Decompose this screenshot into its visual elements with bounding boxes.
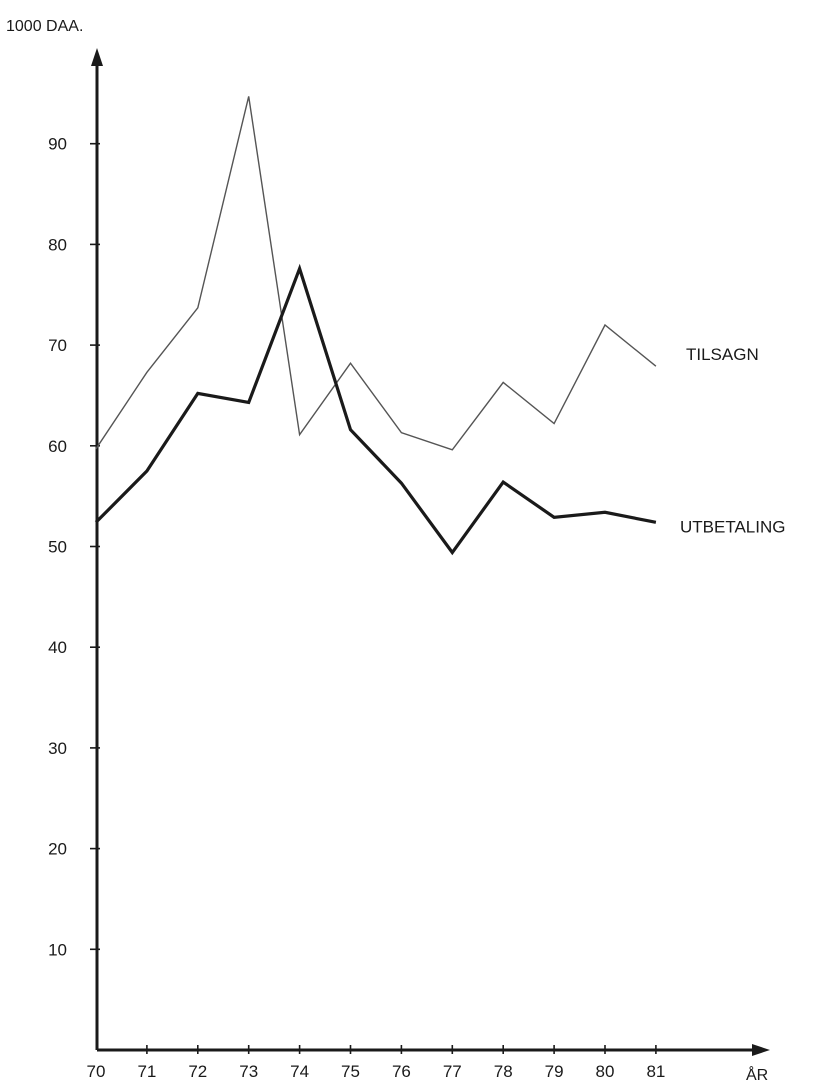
x-tick-label: 74 [290, 1062, 309, 1081]
axes: 10 20 30 40 50 60 70 80 90 70 71 72 73 74 75 76 77 78 79 80… [48, 48, 770, 1081]
x-tick-label: 73 [239, 1062, 258, 1081]
series-line-tilsagn [95, 96, 657, 451]
x-tick-label: 75 [341, 1062, 360, 1081]
y-tick-label: 50 [48, 538, 67, 557]
y-tick-label: 80 [48, 235, 67, 254]
x-tick-label: 79 [545, 1062, 564, 1081]
x-tick-label: 80 [596, 1062, 615, 1081]
x-tick-label: 81 [646, 1062, 665, 1081]
y-tick-label: 60 [48, 437, 67, 456]
y-tick-label: 70 [48, 336, 67, 355]
series-layer [94, 96, 657, 556]
x-axis-arrow [752, 1044, 770, 1056]
y-axis-title: 1000 DAA. [6, 18, 83, 35]
series-line-utbetaling [94, 263, 657, 556]
x-tick-label: 71 [137, 1062, 156, 1081]
labels-layer: TILSAGN UTBETALING [680, 345, 785, 536]
x-tick-label: 78 [494, 1062, 513, 1081]
x-tick-label: 72 [188, 1062, 207, 1081]
series-label-tilsagn: TILSAGN [686, 345, 759, 364]
x-axis-title: ÅR [746, 1065, 768, 1084]
y-tick-label: 40 [48, 638, 67, 657]
y-axis-arrow [91, 48, 103, 66]
y-tick-label: 20 [48, 840, 67, 859]
x-tick-label: 77 [443, 1062, 462, 1081]
y-tick-label: 30 [48, 739, 67, 758]
y-tick-label: 10 [48, 940, 67, 959]
series-label-utbetaling: UTBETALING [680, 517, 785, 536]
x-tick-label: 76 [392, 1062, 411, 1081]
x-tick-label: 70 [87, 1062, 106, 1081]
y-tick-label: 90 [48, 135, 67, 154]
